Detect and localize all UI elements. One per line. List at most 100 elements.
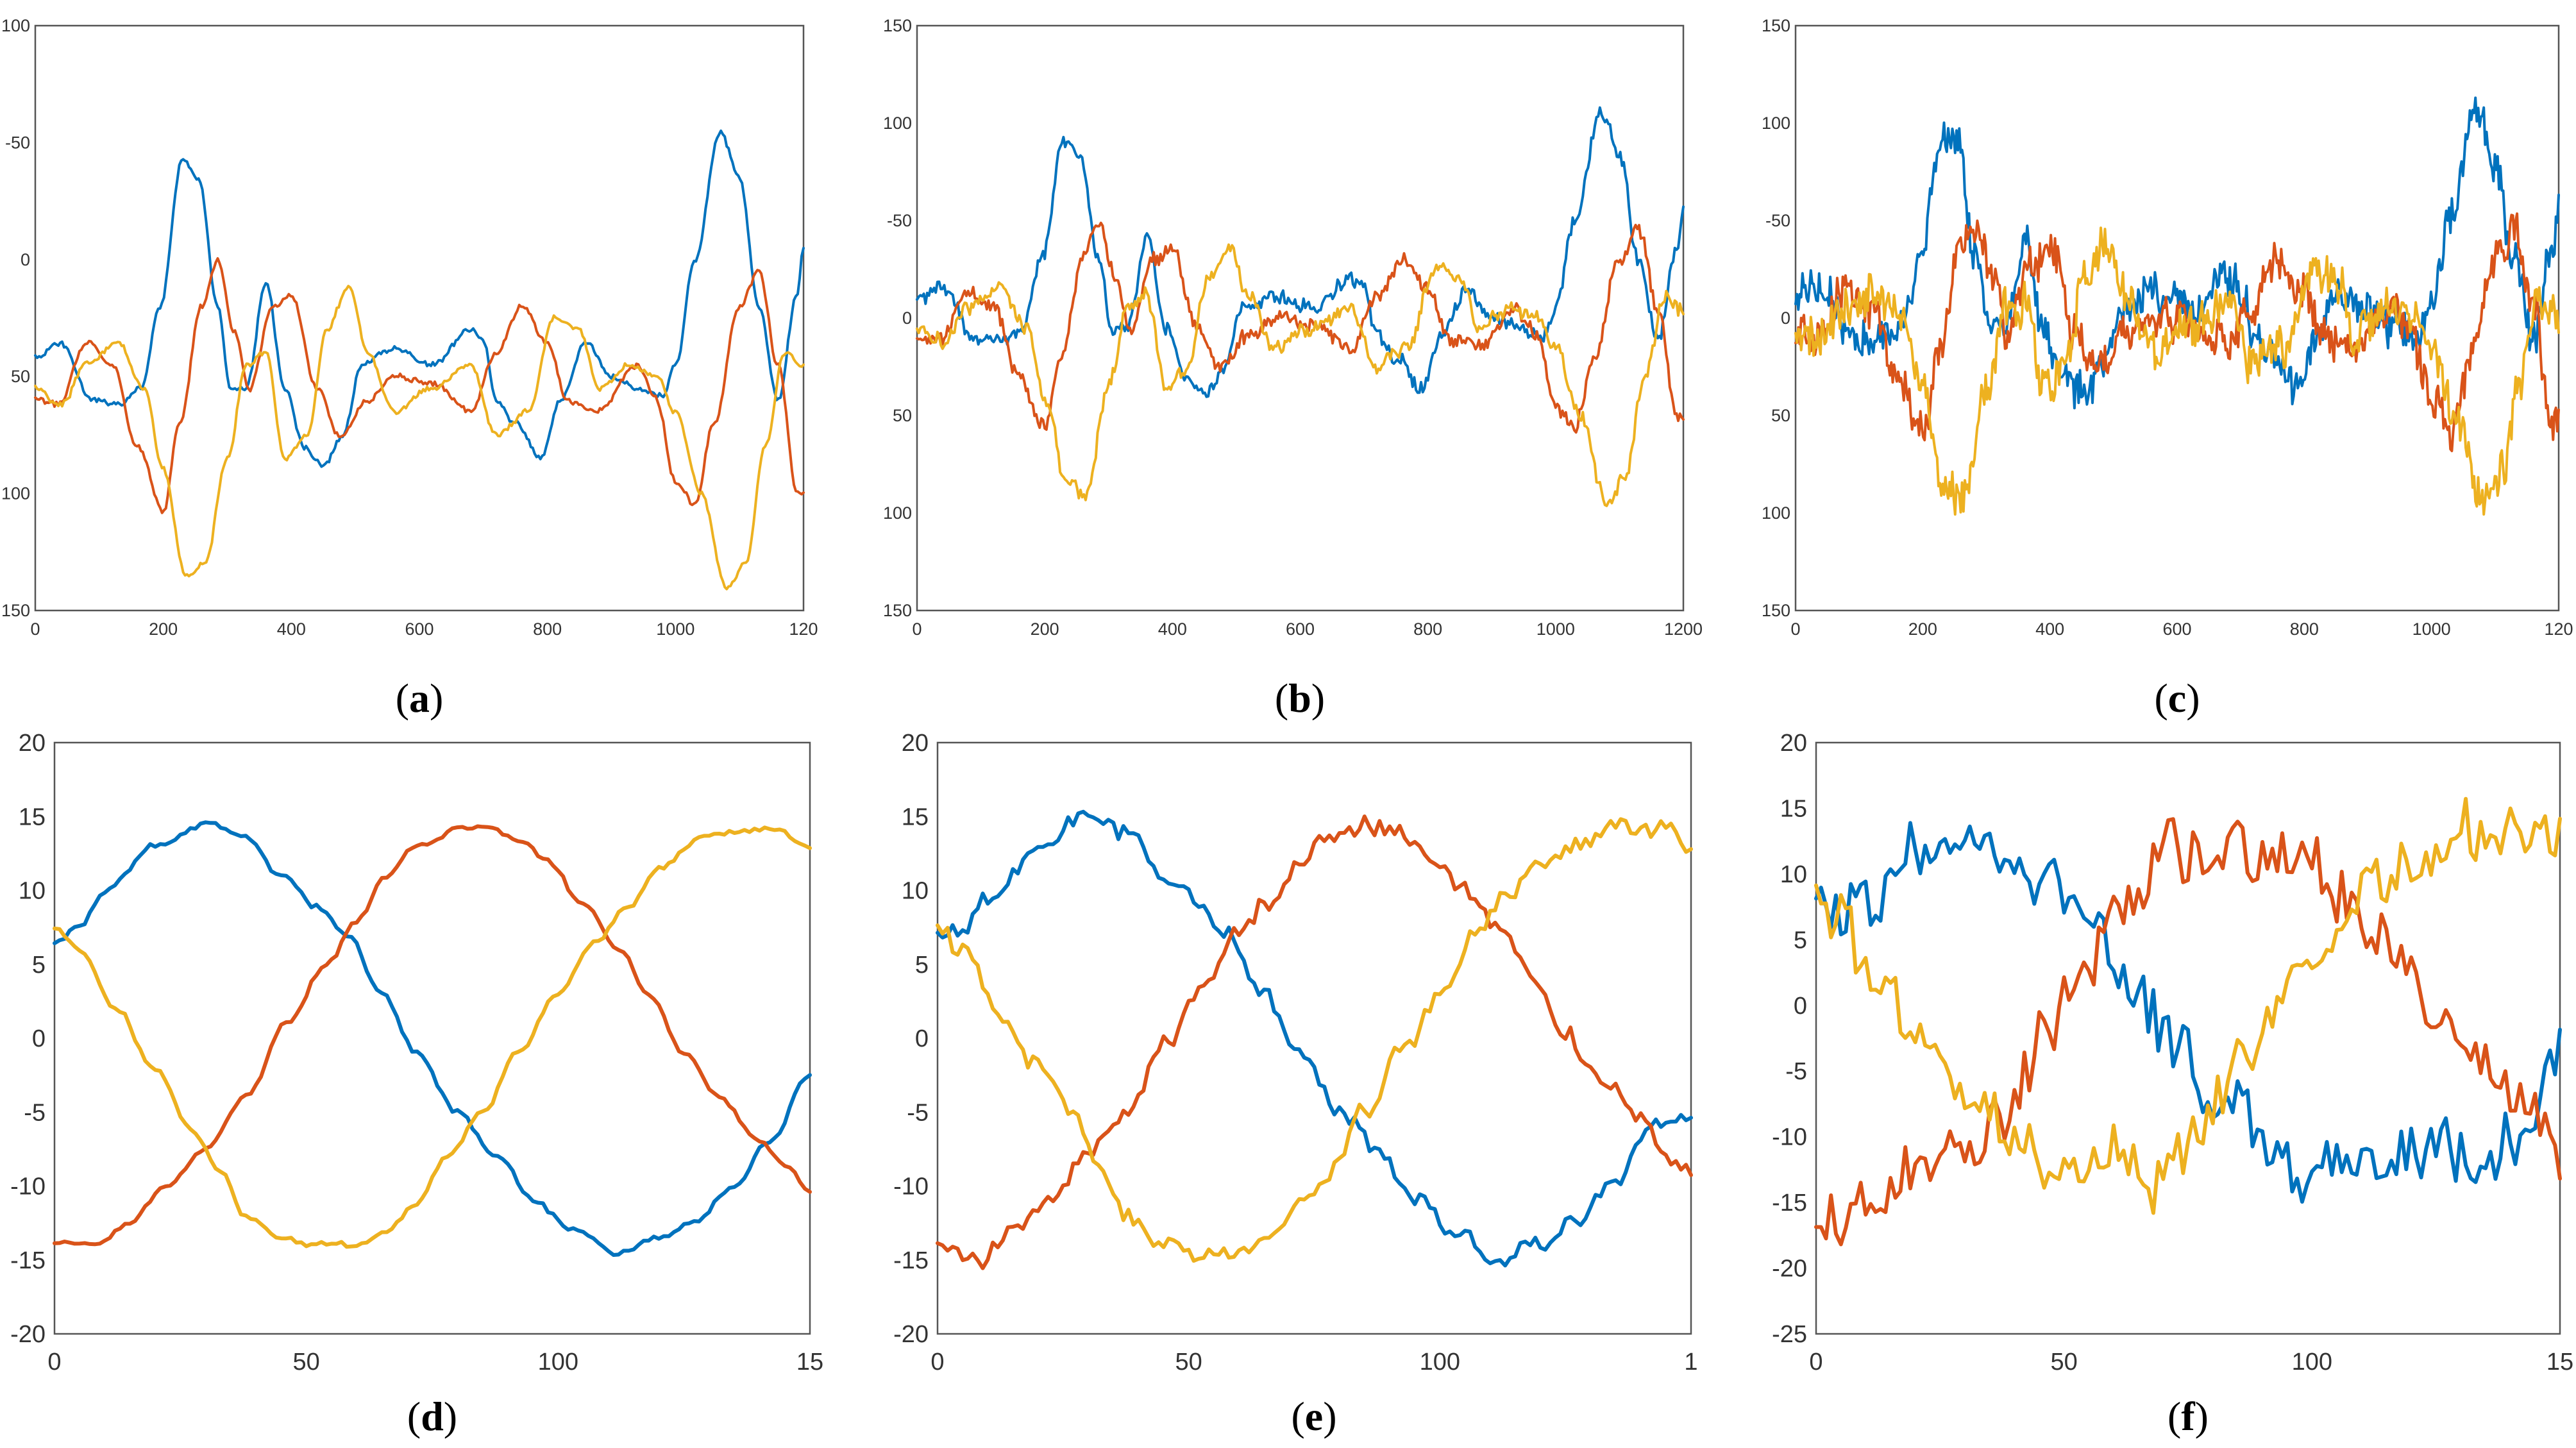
panel-e-ytick-label: -15 xyxy=(893,1247,929,1274)
panel-e-ytick-label: 0 xyxy=(915,1025,929,1052)
panel-c-caption: (c) xyxy=(2154,675,2200,721)
panel-c-series xyxy=(1794,96,2560,516)
panel-c-ytick-label: 150 xyxy=(1762,601,1790,620)
panel-b-ytick-label: 50 xyxy=(893,406,912,425)
panel-a-ytick-label: 50 xyxy=(11,367,30,386)
panel-c-xtick-label: 600 xyxy=(2162,619,2191,639)
panel-e-ytick-label: 5 xyxy=(915,952,929,979)
panel-a-axes xyxy=(34,24,805,612)
panel-a-xtick-label: 1000 xyxy=(656,619,695,639)
panel-f-ytick-label: 20 xyxy=(1780,730,1807,757)
panel-a-series-orange xyxy=(34,257,805,514)
panel-c-xtick-label: 0 xyxy=(1790,619,1800,639)
panel-d-yticks: 20 15 10 5 0 -5 -10 -15 -20 xyxy=(10,730,46,1348)
panel-b-xtick-label: 800 xyxy=(1413,619,1442,639)
panel-c-series-blue xyxy=(1794,96,2560,410)
panel-d-axes xyxy=(53,741,811,1335)
panel-b-xtick-label: 200 xyxy=(1031,619,1059,639)
panel-c-ytick-label: 50 xyxy=(1771,406,1790,425)
panel-f-series-yellow xyxy=(1814,796,2562,1215)
panel-c-yticks: 150 100 -50 0 50 100 150 xyxy=(1762,16,1790,620)
panel-e-ytick-label: 15 xyxy=(902,804,929,830)
panel-e-xtick-label: 1 xyxy=(1684,1349,1697,1376)
panel-a-ytick-label: 100 xyxy=(1,484,30,503)
panel-e-ytick-label: 20 xyxy=(902,730,929,757)
panel-c-xtick-label: 800 xyxy=(2290,619,2319,639)
panel-e-xtick-label: 50 xyxy=(1175,1349,1202,1376)
panel-c-xtick-label: 1000 xyxy=(2412,619,2451,639)
panel-b-series-yellow xyxy=(916,243,1685,507)
panel-c-xticks: 0 200 400 600 800 1000 120 xyxy=(1790,619,2573,639)
panel-a-series-blue xyxy=(34,129,805,468)
panel-f-xtick-label: 50 xyxy=(2051,1349,2078,1376)
panel-b-ytick-label: -50 xyxy=(887,211,912,230)
panel-c-ytick-label: 0 xyxy=(1781,308,1790,328)
panel-f-ytick-label: -10 xyxy=(1772,1124,1807,1151)
panel-f-series-orange xyxy=(1814,817,2562,1247)
panel-c-ytick-label: 150 xyxy=(1762,16,1790,35)
panel-c-xtick-label: 400 xyxy=(2035,619,2064,639)
panel-f-xticks: 0 50 100 15 xyxy=(1809,1349,2573,1376)
panel-d-xtick-label: 0 xyxy=(47,1349,61,1376)
panel-f-ytick-label: -5 xyxy=(1785,1058,1807,1085)
panel-d-series xyxy=(53,820,812,1257)
panel-d-label: d xyxy=(421,1393,444,1439)
panel-b-series-orange xyxy=(916,221,1685,434)
panel-b-ytick-label: 100 xyxy=(883,114,912,133)
panel-d-ytick-label: -15 xyxy=(10,1247,46,1274)
panel-a: 0 200 400 600 800 1000 120 100 -50 0 50 100 150 (a) xyxy=(1,16,818,721)
panel-a-yticks: 100 -50 0 50 100 150 xyxy=(1,16,30,620)
panel-f-xtick-label: 0 xyxy=(1809,1349,1823,1376)
panel-a-series-yellow xyxy=(34,285,805,591)
panel-f-series xyxy=(1814,796,2562,1247)
panel-e-series xyxy=(936,809,1693,1270)
panel-d-ytick-label: -5 xyxy=(24,1099,46,1126)
panel-b-xtick-label: 1200 xyxy=(1664,619,1703,639)
panel-f-ytick-label: -15 xyxy=(1772,1190,1807,1216)
panel-b-xticks: 0 200 400 600 800 1000 1200 xyxy=(912,619,1703,639)
panel-a-label: a xyxy=(409,675,430,721)
panel-a-xticks: 0 200 400 600 800 1000 120 xyxy=(30,619,818,639)
panel-f-ytick-label: 10 xyxy=(1780,861,1807,888)
panel-c-ytick-label: -50 xyxy=(1765,211,1790,230)
panel-e-ytick-label: -20 xyxy=(893,1321,929,1348)
panel-e-xticks: 0 50 100 1 xyxy=(930,1349,1697,1376)
panel-c-xtick-label: 200 xyxy=(1908,619,1937,639)
panel-e-xtick-label: 100 xyxy=(1420,1349,1460,1376)
panel-d-ytick-label: 10 xyxy=(19,878,46,905)
panel-f-xtick-label: 100 xyxy=(2292,1349,2332,1376)
panel-e-yticks: 20 15 10 5 0 -5 -10 -15 -20 xyxy=(893,730,929,1348)
panel-b-series xyxy=(916,106,1685,507)
panel-f-series-blue xyxy=(1814,821,2562,1204)
panel-d-series-yellow xyxy=(53,825,812,1249)
panel-a-xtick-label: 120 xyxy=(789,619,818,639)
panel-f-xtick-label: 15 xyxy=(2547,1349,2573,1376)
panel-e-series-yellow xyxy=(936,817,1693,1263)
panel-a-series xyxy=(34,129,805,591)
panel-e-series-orange xyxy=(936,814,1693,1270)
panel-e-ytick-label: -5 xyxy=(907,1099,929,1126)
panel-d-ytick-label: 0 xyxy=(32,1025,46,1052)
panel-f-caption: (f) xyxy=(2168,1393,2209,1439)
panel-d-ytick-label: -10 xyxy=(10,1174,46,1200)
panel-a-xtick-label: 0 xyxy=(30,619,40,639)
panel-a-xtick-label: 800 xyxy=(533,619,562,639)
panel-a-caption: (a) xyxy=(396,675,444,721)
panel-c-ytick-label: 100 xyxy=(1762,114,1790,133)
panel-b-ytick-label: 150 xyxy=(883,601,912,620)
panel-b-caption: (b) xyxy=(1275,675,1325,721)
panel-b-ytick-label: 0 xyxy=(902,308,912,328)
panel-a-ytick-label: 100 xyxy=(1,16,30,35)
panel-b-ytick-label: 100 xyxy=(883,503,912,523)
panel-b-ytick-label: 150 xyxy=(883,16,912,35)
panel-d-series-blue xyxy=(53,820,812,1257)
panel-d-caption: (d) xyxy=(407,1393,457,1439)
panel-d-ytick-label: 15 xyxy=(19,804,46,830)
panel-b-xtick-label: 400 xyxy=(1158,619,1187,639)
panel-f-yticks: 20 15 10 5 0 -5 -10 -15 -20 -25 xyxy=(1772,730,1807,1348)
panel-b-series-blue xyxy=(916,106,1685,398)
